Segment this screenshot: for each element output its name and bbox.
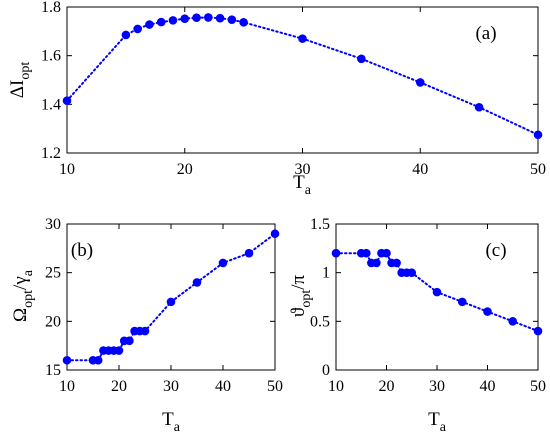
x-axis-label: Ta (162, 409, 181, 435)
data-point (192, 278, 202, 287)
y-tick-label: 1 (322, 265, 330, 282)
x-tick-label: 10 (59, 161, 75, 178)
data-point (483, 307, 492, 316)
data-point (218, 258, 228, 268)
data-point (415, 78, 425, 87)
y-tick-label: 15 (45, 362, 61, 379)
panel-a: 10 20 30 40 50 1.2 1.4 1.6 1.8 (a) Ta ΔIopt (7, 0, 546, 198)
x-tick-label: 10 (328, 378, 344, 395)
x-tick-label: 50 (267, 378, 283, 395)
data-point (331, 248, 341, 258)
data-point (372, 258, 381, 268)
x-tick-label: 20 (177, 161, 193, 178)
data-point (215, 13, 225, 23)
y-tick-label: 30 (45, 216, 61, 233)
y-axis-label: ΔIopt (7, 62, 33, 99)
y-tick-label: 0 (322, 362, 330, 379)
data-point (180, 14, 190, 23)
data-point (457, 297, 467, 307)
data-point (362, 248, 371, 258)
panel-label: (c) (485, 240, 506, 261)
data-point (392, 258, 401, 268)
y-tick-label: 0.5 (310, 313, 330, 330)
x-tick-label: 30 (163, 378, 179, 395)
data-point (474, 102, 484, 112)
data-point (239, 18, 248, 27)
axes-box (66, 223, 276, 371)
x-tick-label: 50 (530, 161, 546, 178)
x-tick-label: 40 (215, 378, 231, 395)
x-tick-label: 40 (480, 378, 496, 395)
data-point (227, 15, 237, 24)
y-tick-label: 1.8 (41, 0, 61, 16)
x-tick-label: 50 (530, 378, 546, 395)
data-point (533, 130, 543, 140)
x-tick-label: 20 (111, 378, 127, 395)
data-point (508, 317, 518, 326)
data-point (166, 297, 176, 307)
data-point (114, 346, 124, 355)
data-point (168, 16, 178, 25)
data-point (204, 13, 213, 22)
y-tick-label: 25 (45, 265, 61, 282)
data-point (121, 30, 131, 40)
data-point (244, 248, 254, 258)
panel-label: (a) (475, 23, 496, 44)
y-tick-label: 20 (45, 313, 61, 330)
data-point (62, 355, 72, 365)
data-point (133, 24, 142, 34)
panel-b: 10 20 30 40 50 15 20 25 30 (b) Ta Ωopt/γa (10, 216, 283, 435)
data-point (382, 248, 391, 258)
y-tick-label: 1.4 (41, 96, 61, 113)
panel-c: 10 20 30 40 50 0 0.5 1 1.5 (c) Ta ϑopt/π (288, 216, 546, 435)
x-tick-label: 30 (429, 378, 445, 395)
data-point (140, 326, 150, 336)
y-axis-label: ϑopt/π (288, 275, 314, 318)
data-point (156, 17, 166, 27)
data-point (93, 355, 103, 365)
y-axis-label: Ωopt/γa (10, 269, 36, 322)
y-tick-label: 1.5 (310, 216, 330, 233)
data-point (145, 20, 154, 29)
x-axis-label: Ta (428, 409, 447, 435)
data-point (533, 326, 543, 336)
y-tick-label: 1.2 (41, 145, 61, 162)
data-point (357, 54, 366, 64)
y-tick-label: 1.6 (41, 48, 61, 65)
data-point (407, 268, 417, 277)
x-tick-label: 20 (379, 378, 395, 395)
x-tick-label: 40 (412, 161, 428, 178)
data-point (62, 96, 72, 105)
data-point (432, 287, 442, 297)
axes-box (335, 223, 539, 371)
x-tick-label: 10 (59, 378, 75, 395)
x-tick-label: 30 (295, 161, 311, 178)
data-point (125, 336, 134, 346)
x-axis-label: Ta (293, 172, 312, 198)
data-point (270, 229, 280, 239)
data-point (298, 34, 307, 43)
data-point (192, 13, 201, 23)
series-line (66, 232, 276, 362)
panel-label: (b) (71, 240, 93, 261)
